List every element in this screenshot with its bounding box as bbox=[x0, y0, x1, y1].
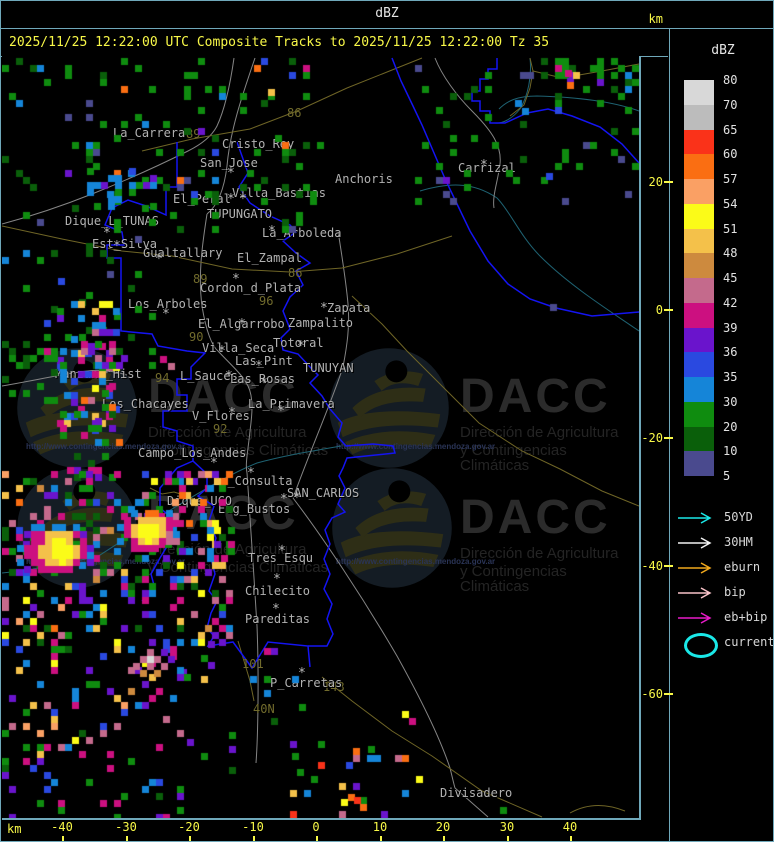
legend-current-ellipse-icon bbox=[684, 633, 718, 658]
dbz-scale-swatch bbox=[684, 426, 714, 452]
x-axis-unit-label: km bbox=[7, 822, 22, 836]
y-axis-tick-label: -20 bbox=[641, 431, 663, 445]
legend-arrow-icon bbox=[678, 562, 712, 574]
dbz-scale-label: 45 bbox=[723, 271, 738, 285]
dbz-scale-label: 30 bbox=[723, 394, 738, 409]
dbz-scale-label: 60 bbox=[723, 147, 738, 162]
dbz-scale-label: 35 bbox=[723, 370, 738, 384]
y-axis-unit-label: km bbox=[648, 12, 663, 26]
dbz-scale-swatch bbox=[684, 104, 714, 130]
x-axis-tick-label: 30 bbox=[499, 820, 515, 834]
side-panel: dBZ 80 70 65 60 57 54 51 48 45 42 39 36 35 30 20 10 5 50Y… bbox=[669, 29, 774, 841]
dbz-scale-swatch bbox=[684, 80, 714, 105]
x-axis-tick-label: -20 bbox=[178, 820, 200, 834]
legend-arrow-icon bbox=[678, 512, 712, 524]
x-axis-tick-label: 10 bbox=[372, 820, 388, 834]
dbz-scale-swatch bbox=[684, 278, 714, 303]
x-axis-tick-label: 40 bbox=[562, 820, 578, 834]
legend-item-50YD: 50YD bbox=[670, 506, 773, 531]
legend-item-bip: bip bbox=[670, 581, 773, 606]
y-axis-tick-label: -60 bbox=[641, 687, 663, 701]
y-axis-tick-label: 0 bbox=[655, 303, 663, 317]
x-axis-tick bbox=[189, 836, 191, 841]
dbz-scale-label: 57 bbox=[723, 172, 738, 186]
y-axis-tick bbox=[664, 309, 673, 311]
scale-title: dBZ bbox=[711, 43, 735, 58]
y-axis-tick-label: 20 bbox=[648, 175, 663, 189]
x-axis-tick-label: -30 bbox=[115, 820, 137, 834]
legend-label: 30HM bbox=[724, 535, 753, 549]
dbz-scale-label: 80 bbox=[723, 73, 738, 87]
dbz-scale-swatch bbox=[684, 377, 714, 402]
y-axis-tick bbox=[664, 565, 673, 567]
dbz-scale-label: 65 bbox=[723, 122, 738, 137]
x-axis-tick bbox=[62, 836, 64, 841]
dbz-scale-swatch bbox=[684, 179, 714, 204]
dbz-scale-label: 42 bbox=[723, 295, 738, 310]
dbz-scale-swatch bbox=[684, 228, 714, 254]
radar-echo-layer bbox=[2, 56, 639, 818]
x-axis-tick bbox=[253, 836, 255, 841]
x-axis-tick-label: 0 bbox=[312, 820, 320, 834]
legend-label: eburn bbox=[724, 560, 761, 574]
x-axis-tick bbox=[316, 836, 318, 841]
x-axis-tick bbox=[507, 836, 509, 841]
y-axis-tick-label: -40 bbox=[641, 559, 663, 573]
legend-arrow-icon bbox=[678, 587, 712, 599]
dbz-scale-swatch bbox=[684, 401, 714, 427]
x-axis-tick bbox=[126, 836, 128, 841]
dbz-scale-label: 10 bbox=[723, 444, 738, 459]
x-axis-tick-label: -10 bbox=[242, 820, 264, 834]
dbz-scale-label: 48 bbox=[723, 246, 738, 261]
dbz-scale-label: 51 bbox=[723, 221, 738, 236]
dbz-scale-label: 20 bbox=[723, 419, 738, 434]
dbz-scale-label: 39 bbox=[723, 320, 738, 335]
dbz-scale-swatch bbox=[684, 451, 714, 476]
legend-label: current bbox=[724, 635, 774, 649]
legend-item-eburn: eburn bbox=[670, 556, 773, 581]
x-axis-tick bbox=[380, 836, 382, 841]
window-title: dBZ bbox=[1, 1, 773, 29]
x-axis-tick bbox=[443, 836, 445, 841]
x-axis-tick-label: -40 bbox=[51, 820, 73, 834]
dbz-scale-swatch bbox=[684, 203, 714, 229]
legend-label: eb+bip bbox=[724, 610, 768, 624]
dbz-scale-label: 70 bbox=[723, 97, 738, 112]
dbz-scale-swatch bbox=[684, 302, 714, 328]
x-axis-tick-label: 20 bbox=[435, 820, 451, 834]
dbz-scale-swatch bbox=[684, 129, 714, 155]
dbz-scale-label: 54 bbox=[723, 196, 738, 211]
header-bar: 2025/11/25 12:22:00 UTC Composite Tracks… bbox=[1, 29, 668, 57]
legend-item-30HM: 30HM bbox=[670, 531, 773, 556]
dbz-scale-label: 36 bbox=[723, 345, 738, 360]
x-axis-tick bbox=[570, 836, 572, 841]
dbz-scale-label: 5 bbox=[723, 469, 731, 483]
dbz-scale-swatch bbox=[684, 327, 714, 353]
timestamp-text: 2025/11/25 12:22:00 UTC Composite Tracks… bbox=[9, 35, 550, 50]
dbz-scale-swatch bbox=[684, 352, 714, 377]
y-axis-tick bbox=[664, 181, 673, 183]
dbz-scale-swatch bbox=[684, 253, 714, 278]
legend-label: bip bbox=[724, 585, 746, 599]
dbz-scale-swatch bbox=[684, 154, 714, 179]
legend-item-eb+bip: eb+bip bbox=[670, 606, 773, 631]
radar-map: DACCDirección de Agriculturay Contingenc… bbox=[2, 56, 641, 820]
y-axis-tick bbox=[664, 693, 673, 695]
legend-item-current: current bbox=[670, 631, 774, 658]
legend-arrow-icon bbox=[678, 612, 712, 624]
legend-label: 50YD bbox=[724, 510, 753, 524]
y-axis-tick bbox=[664, 437, 673, 439]
legend-arrow-icon bbox=[678, 537, 712, 549]
